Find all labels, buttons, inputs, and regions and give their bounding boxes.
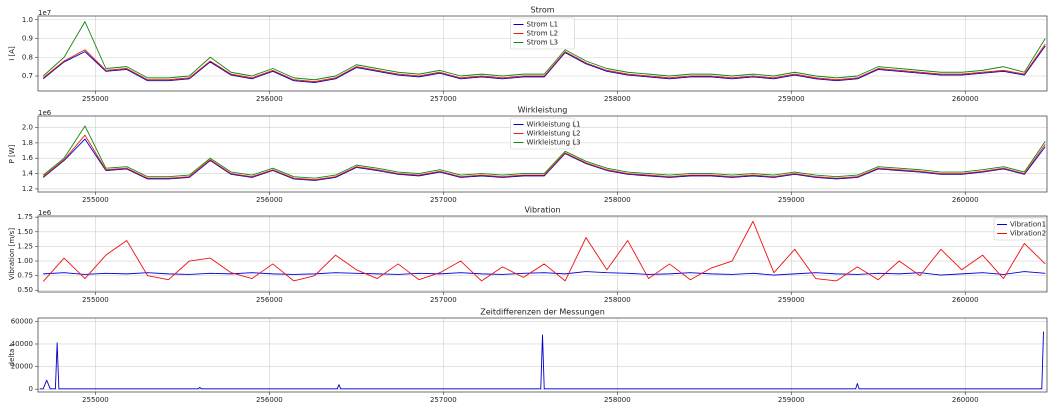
x-tick-label: 258000: [604, 296, 631, 304]
x-tick-label: 256000: [256, 296, 283, 304]
y-tick-label: 1.6: [22, 154, 34, 162]
series-line: [42, 125, 1046, 179]
legend-label: Strom L1: [527, 21, 559, 29]
y-offset-label: 1e6: [38, 109, 52, 117]
x-tick-label: 259000: [778, 95, 805, 103]
x-tick-label: 259000: [778, 396, 805, 404]
chart-title: Strom: [530, 6, 554, 15]
x-tick-label: 260000: [952, 95, 979, 103]
y-tick-label: 20000: [11, 363, 33, 371]
panel: Zeitdifferenzen der Messungen delta t 0 200…: [8, 308, 1048, 404]
y-tick-label: 1.8: [22, 139, 33, 147]
legend-label: Wirkleistung L2: [527, 130, 581, 138]
plot-area: [42, 125, 1046, 181]
chart-title: Wirkleistung: [518, 106, 568, 115]
x-tick-label: 257000: [430, 196, 457, 204]
y-tick-label: 0.9: [22, 35, 33, 43]
y-tick-label: 1.75: [17, 213, 33, 221]
y-tick-label: 0: [29, 385, 33, 393]
x-tick-label: 258000: [604, 95, 631, 103]
legend-box: [510, 17, 575, 50]
y-tick-label: 1.25: [17, 242, 33, 250]
y-tick-label: 1.0: [22, 16, 33, 24]
y-tick-label: 1.4: [22, 170, 34, 178]
plot-area: [42, 220, 1046, 282]
y-tick-label: 2.0: [22, 124, 33, 132]
y-tick-label: 0.7: [22, 72, 33, 80]
panel: Wirkleistung 1e6 P [W] 1.2 1.4 1.6 1.8 2.0 25500…: [8, 106, 1048, 204]
x-tick-label: 257000: [430, 95, 457, 103]
x-tick-label: 256000: [256, 396, 283, 404]
legend-label: Wirkleistung L3: [527, 139, 581, 147]
y-offset-label: 1e7: [38, 9, 51, 17]
x-tick-label: 255000: [82, 396, 109, 404]
x-tick-label: 256000: [256, 95, 283, 103]
series-line: [42, 134, 1046, 181]
panel: Vibration 1e6 Vibration [m/s]0.50 0.75 1.00 1…: [8, 206, 1048, 304]
y-tick-label: 0.75: [17, 272, 33, 280]
x-tick-label: 258000: [604, 396, 631, 404]
series-line: [42, 21, 1046, 81]
series-line: [39, 331, 1044, 390]
axes-frame: [37, 215, 1048, 293]
series-line: [42, 45, 1046, 84]
x-tick-label: 256000: [256, 196, 283, 204]
chart-title: Zeitdifferenzen der Messungen: [480, 308, 605, 317]
chart-title: Vibration: [524, 206, 560, 215]
y-tick-label: 60000: [11, 317, 33, 325]
y-axis-label: Vibration [m/s]: [8, 228, 16, 280]
y-tick-label: 40000: [11, 340, 33, 348]
y-tick-label: 0.8: [22, 53, 33, 61]
y-axis-label: I [A]: [8, 46, 16, 61]
axes-frame: [37, 15, 1048, 92]
legend-label: Vibration2: [1010, 230, 1046, 238]
y-axis-label: delta t: [8, 343, 16, 366]
x-tick-label: 258000: [604, 196, 631, 204]
plot-area: [42, 21, 1046, 84]
x-tick-label: 260000: [952, 296, 979, 304]
series-line: [42, 138, 1046, 181]
legend-label: Wirkleistung L1: [527, 121, 581, 129]
x-tick-label: 255000: [82, 196, 109, 204]
plot-area: [39, 331, 1044, 390]
legend-label: Strom L2: [527, 30, 559, 38]
legend-box: [993, 217, 1046, 241]
legend-label: Strom L3: [527, 39, 559, 47]
x-tick-label: 259000: [778, 296, 805, 304]
legend-box: [510, 117, 575, 150]
x-tick-label: 255000: [82, 296, 109, 304]
legend-label: Vibration1: [1010, 221, 1046, 229]
series-line: [42, 220, 1046, 282]
y-tick-label: 0.50: [17, 286, 33, 294]
y-axis-label: P [W]: [8, 144, 16, 163]
series-line: [42, 43, 1046, 83]
x-tick-label: 259000: [778, 196, 805, 204]
y-tick-label: 1.2: [22, 185, 33, 193]
axes-frame: [37, 115, 1048, 193]
x-tick-label: 257000: [430, 296, 457, 304]
axes-frame: [37, 317, 1048, 393]
series-line: [43, 271, 1046, 276]
x-tick-label: 260000: [952, 396, 979, 404]
x-tick-label: 257000: [430, 396, 457, 404]
x-tick-label: 260000: [952, 196, 979, 204]
y-tick-label: 1.50: [17, 228, 33, 236]
y-tick-label: 1.00: [17, 257, 33, 265]
x-tick-label: 255000: [82, 95, 109, 103]
y-offset-label: 1e6: [38, 209, 52, 217]
panel: Strom 1e7 I [A] 0.7 0.8 0.9 1.0 255000 256000 257…: [8, 6, 1048, 103]
